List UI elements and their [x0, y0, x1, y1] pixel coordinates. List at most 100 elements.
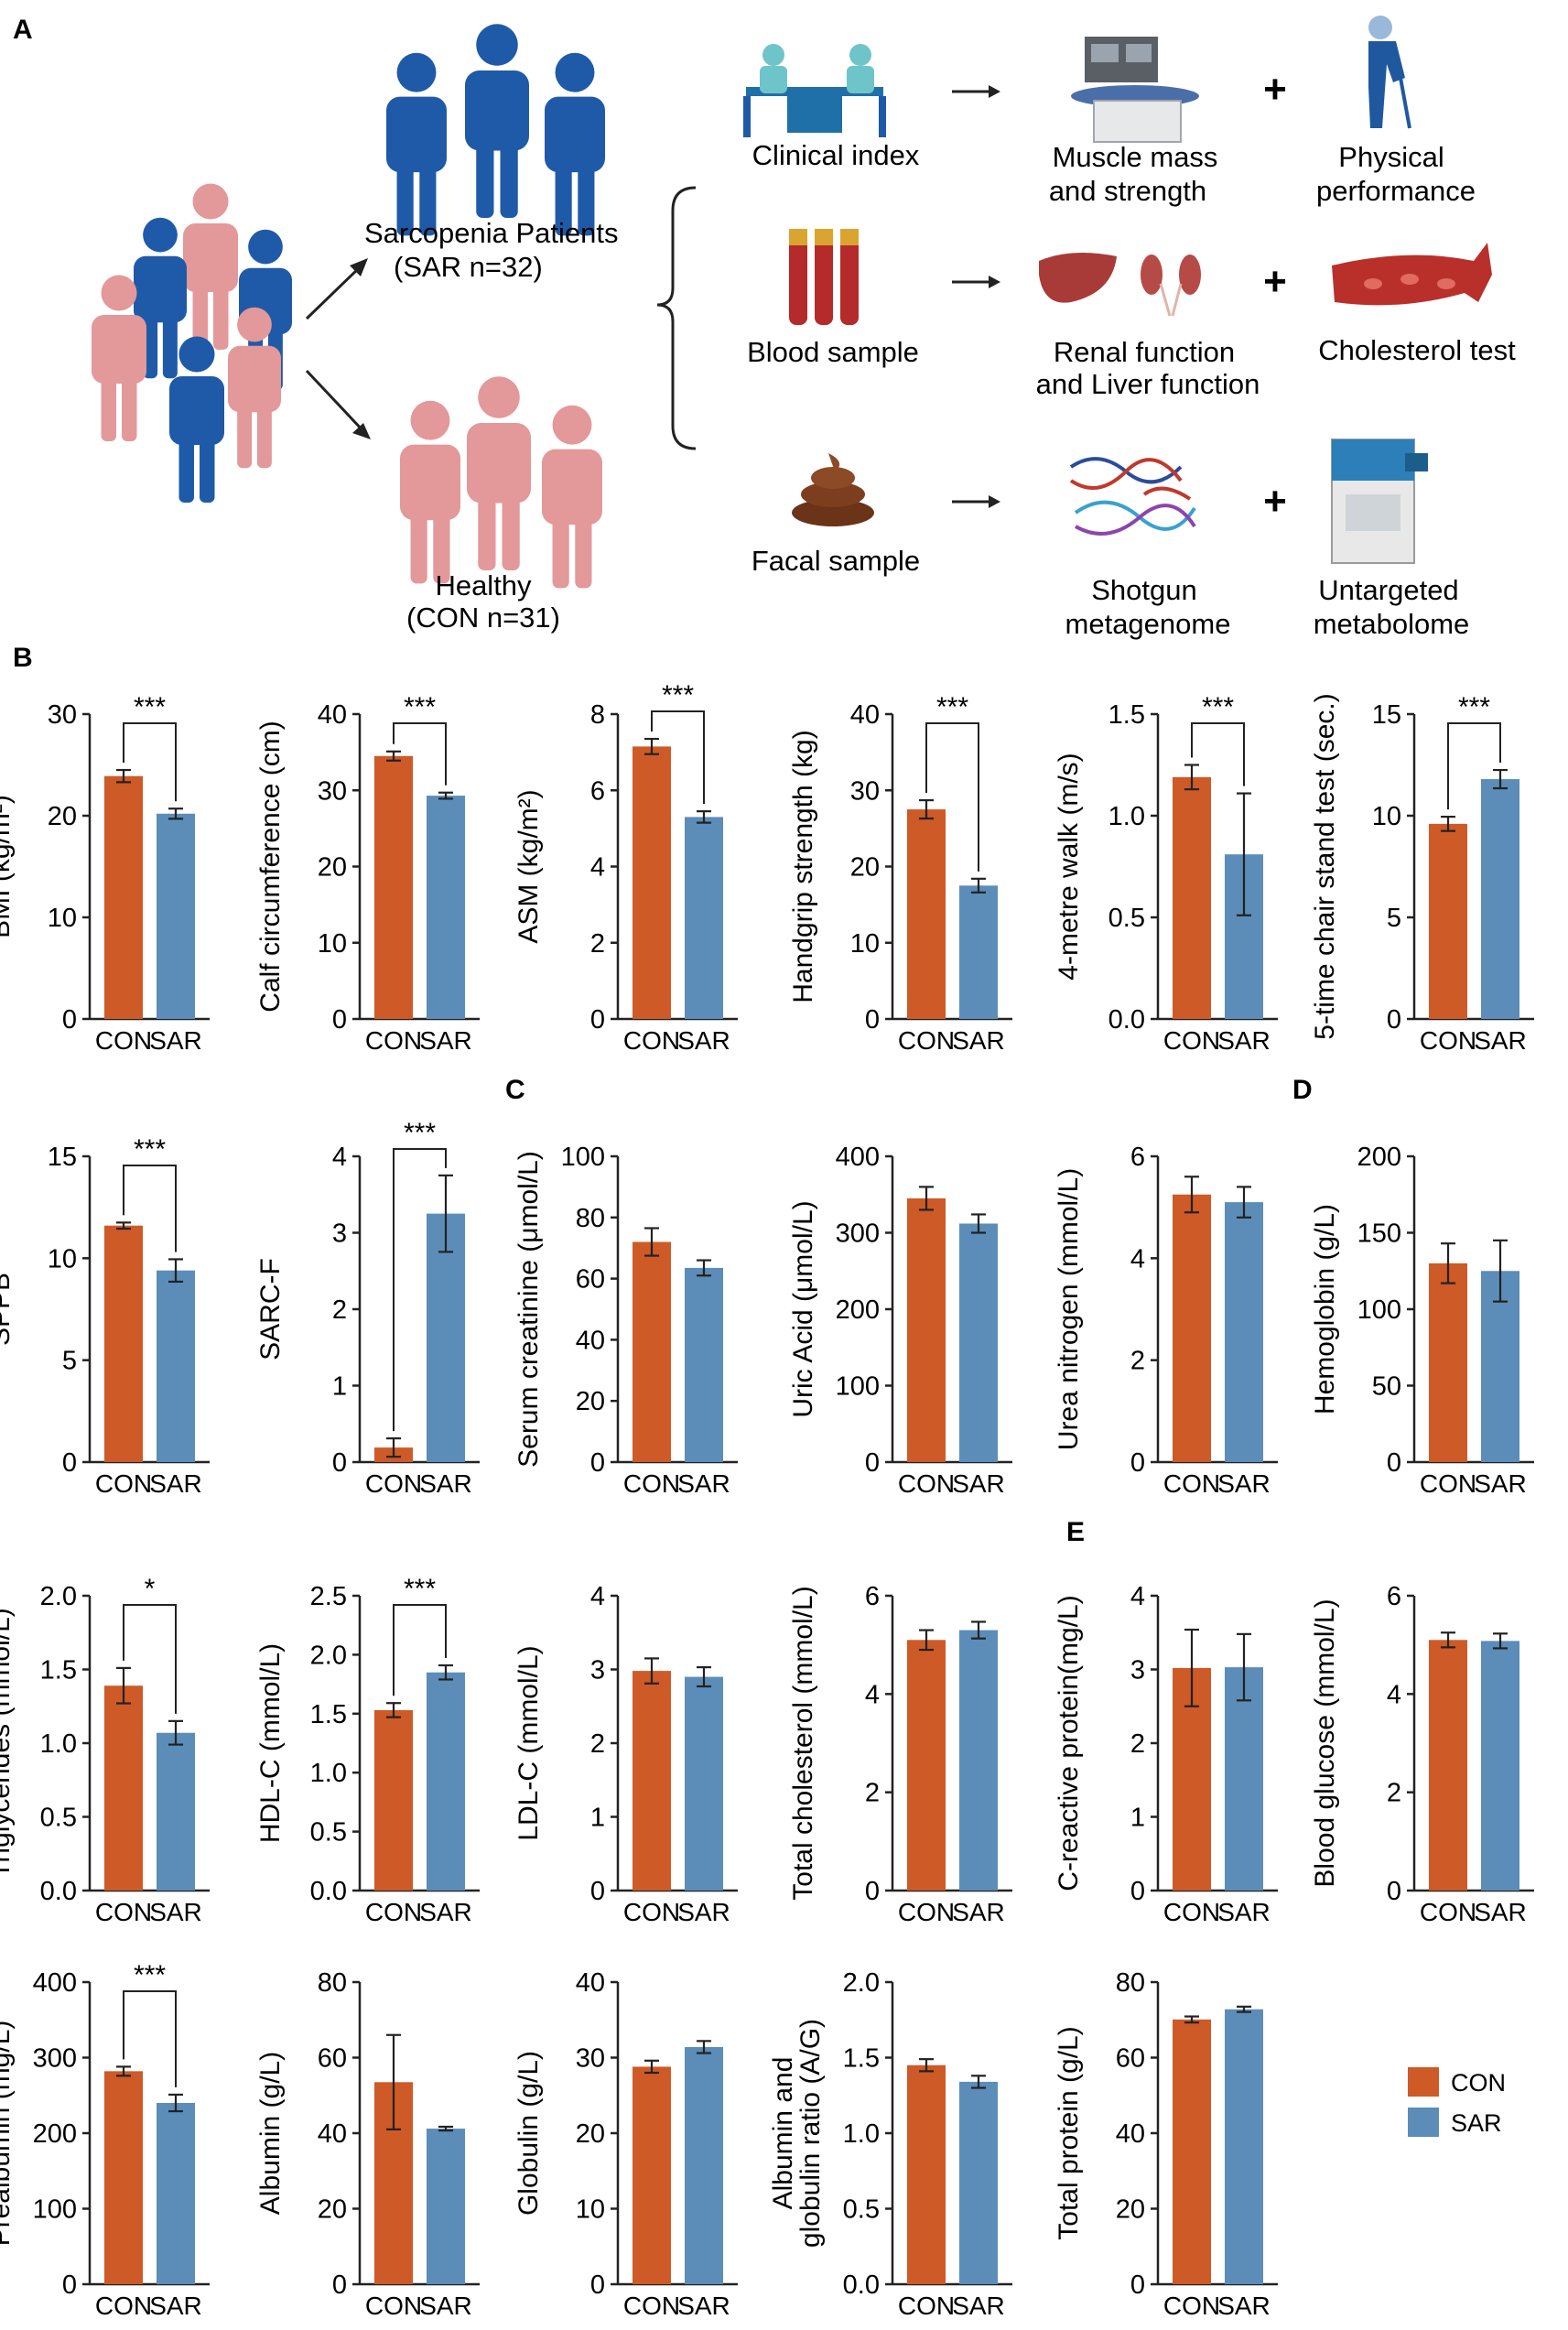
panel-a-schematic: A Sarcopenia Patients (SAR n=32)	[13, 15, 1516, 640]
bar-con	[633, 1671, 671, 1891]
y-tick-label: 80	[1116, 1968, 1145, 1998]
y-tick-label: 2	[1130, 1347, 1145, 1376]
y-tick-label: 10	[48, 904, 77, 933]
x-tick-label: CON	[1420, 1026, 1476, 1055]
bar-con	[907, 1640, 946, 1891]
x-tick-label: CON	[95, 2292, 152, 2320]
bar-con	[633, 1241, 671, 1462]
y-axis-label: Urea nitrogen (mmol/L)	[1054, 1168, 1084, 1450]
y-tick-label: 0	[865, 1877, 880, 1906]
sar-n-label: (SAR n=32)	[394, 251, 543, 283]
y-axis-label: LDL-C (mmol/L)	[514, 1645, 544, 1840]
bar-con	[633, 746, 671, 1019]
y-tick-label: 15	[48, 1143, 77, 1172]
y-tick-label: 30	[318, 776, 347, 806]
y-axis-label: SARC-F	[255, 1258, 286, 1360]
bar-con	[104, 775, 143, 1019]
y-tick-label: 4	[1130, 1244, 1145, 1273]
bar-sar	[1481, 1641, 1519, 1891]
y-axis-label: Calf circumference (cm)	[255, 721, 286, 1012]
x-tick-label: SAR	[419, 2292, 472, 2320]
bar-con	[1173, 2019, 1211, 2284]
y-tick-label: 0	[590, 1877, 605, 1906]
y-tick-label: 50	[1372, 1372, 1401, 1402]
bar-con	[633, 2066, 671, 2284]
x-tick-label: CON	[623, 1026, 680, 1055]
y-tick-label: 1.0	[310, 1759, 347, 1788]
renal-label-1: Renal function	[1054, 336, 1235, 368]
significance-bracket	[925, 722, 979, 872]
y-tick-label: 10	[576, 2195, 605, 2225]
muscle-label-1: Muscle mass	[1053, 141, 1218, 173]
x-tick-label: SAR	[149, 1469, 202, 1498]
physical-label-1: Physical	[1338, 141, 1444, 173]
bar-sar	[1225, 1667, 1263, 1891]
y-axis-label: Prealbumin (mg/L)	[0, 2021, 16, 2247]
y-tick-label: 20	[850, 853, 880, 883]
y-tick-label: 0.5	[310, 1818, 347, 1848]
significance-bracket	[123, 1990, 177, 2087]
y-tick-label: 10	[48, 1244, 77, 1273]
y-tick-label: 20	[48, 802, 77, 831]
y-tick-label: 0	[1387, 1005, 1401, 1035]
arrow-right-icon	[952, 276, 1000, 288]
x-tick-label: SAR	[1217, 1469, 1271, 1498]
panel-label-b: B	[13, 643, 33, 673]
y-tick-label: 2	[1130, 1729, 1145, 1759]
bar-con	[1173, 1194, 1211, 1462]
y-tick-label: 6	[865, 1582, 880, 1611]
y-tick-label: 60	[1116, 2044, 1145, 2074]
x-tick-label: SAR	[1474, 1469, 1527, 1498]
untargeted-label-2: metabolome	[1314, 608, 1470, 640]
mass-spectrometer-icon	[1331, 439, 1428, 564]
x-tick-label: CON	[1420, 1898, 1476, 1926]
x-tick-label: CON	[365, 1469, 422, 1498]
y-tick-label: 6	[1130, 1143, 1145, 1172]
y-tick-label: 10	[318, 929, 347, 959]
x-tick-label: CON	[1420, 1469, 1476, 1498]
x-tick-label: CON	[898, 1026, 955, 1055]
x-tick-label: SAR	[419, 1898, 472, 1926]
significance-bracket	[123, 1604, 177, 1714]
bar-sar	[157, 1270, 195, 1462]
bar-sar	[427, 2129, 465, 2284]
x-tick-label: SAR	[1217, 2292, 1271, 2320]
y-tick-label: 1.0	[1108, 802, 1145, 831]
y-tick-label: 0	[1387, 1448, 1401, 1478]
sar-people-icon	[386, 24, 605, 236]
kidney-icon	[1141, 255, 1201, 317]
bar-con	[374, 755, 413, 1019]
x-tick-label: CON	[623, 1898, 680, 1926]
chart-creatinine: 0 20 40 60 80 100 Serum creatinine (μmol/L) CON…	[514, 1143, 738, 1498]
significance-label: ***	[404, 1118, 436, 1148]
y-tick-label: 2.0	[843, 1968, 880, 1998]
bar-sar	[685, 2046, 723, 2284]
shotgun-label-2: metagenome	[1065, 608, 1231, 640]
y-tick-label: 8	[590, 700, 605, 730]
y-tick-label: 2	[865, 1779, 880, 1808]
y-tick-label: 0	[1387, 1877, 1401, 1906]
y-tick-label: 6	[590, 776, 605, 806]
liver-icon	[1039, 253, 1117, 303]
y-tick-label: 400	[33, 1968, 77, 1998]
y-tick-label: 0.5	[1108, 904, 1145, 933]
y-tick-label: 0	[332, 1448, 347, 1478]
y-tick-label: 100	[836, 1372, 880, 1402]
bar-sar	[1225, 2009, 1263, 2284]
bar-sar	[959, 885, 998, 1019]
y-axis-label: Total protein (g/L)	[1054, 2026, 1084, 2239]
legend-label-con: CON	[1451, 2069, 1506, 2097]
y-tick-label: 0.0	[40, 1877, 77, 1906]
legend-label-sar: SAR	[1451, 2109, 1502, 2137]
renal-label-2: and Liver function	[1036, 368, 1260, 400]
y-axis-label: 4-metre walk (m/s)	[1054, 753, 1084, 980]
y-tick-label: 40	[318, 700, 347, 730]
y-tick-label: 200	[33, 2119, 77, 2149]
significance-label: ***	[134, 1960, 166, 1990]
y-axis-label: Total cholesterol (mmol/L)	[788, 1586, 818, 1900]
